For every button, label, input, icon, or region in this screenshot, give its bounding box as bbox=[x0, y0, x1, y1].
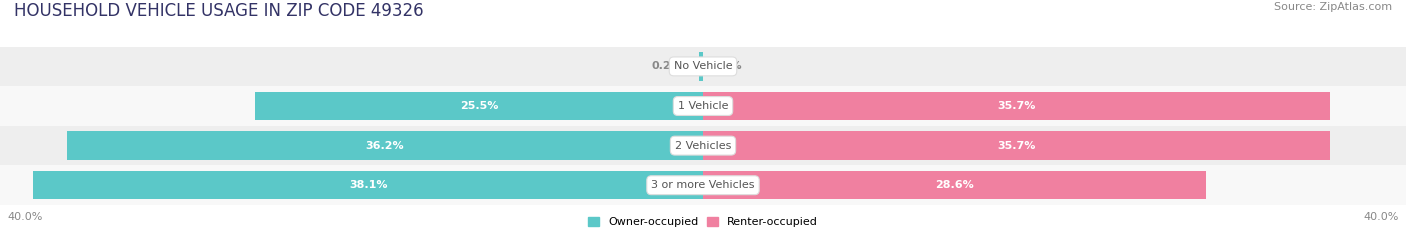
Text: 35.7%: 35.7% bbox=[997, 101, 1036, 111]
Bar bbox=[254, 92, 703, 120]
Text: 1 Vehicle: 1 Vehicle bbox=[678, 101, 728, 111]
Bar bbox=[66, 131, 703, 160]
Bar bbox=[34, 171, 703, 199]
Text: 38.1%: 38.1% bbox=[349, 180, 388, 190]
Bar bbox=[0, 47, 1406, 86]
Text: 40.0%: 40.0% bbox=[1364, 212, 1399, 222]
Bar bbox=[0, 165, 1406, 205]
Text: 28.6%: 28.6% bbox=[935, 180, 974, 190]
Text: 2 Vehicles: 2 Vehicles bbox=[675, 141, 731, 151]
Text: Source: ZipAtlas.com: Source: ZipAtlas.com bbox=[1274, 2, 1392, 12]
Text: 25.5%: 25.5% bbox=[460, 101, 498, 111]
Text: 36.2%: 36.2% bbox=[366, 141, 404, 151]
Text: 35.7%: 35.7% bbox=[997, 141, 1036, 151]
Bar bbox=[0, 126, 1406, 165]
Text: HOUSEHOLD VEHICLE USAGE IN ZIP CODE 49326: HOUSEHOLD VEHICLE USAGE IN ZIP CODE 4932… bbox=[14, 2, 423, 20]
Bar bbox=[703, 92, 1330, 120]
Text: No Vehicle: No Vehicle bbox=[673, 62, 733, 71]
Bar bbox=[703, 131, 1330, 160]
Text: 40.0%: 40.0% bbox=[7, 212, 42, 222]
Text: 0.0%: 0.0% bbox=[711, 62, 742, 71]
Legend: Owner-occupied, Renter-occupied: Owner-occupied, Renter-occupied bbox=[588, 217, 818, 227]
Bar bbox=[0, 86, 1406, 126]
Text: 0.23%: 0.23% bbox=[652, 62, 690, 71]
Text: 3 or more Vehicles: 3 or more Vehicles bbox=[651, 180, 755, 190]
Bar bbox=[699, 52, 703, 81]
Bar bbox=[703, 171, 1206, 199]
